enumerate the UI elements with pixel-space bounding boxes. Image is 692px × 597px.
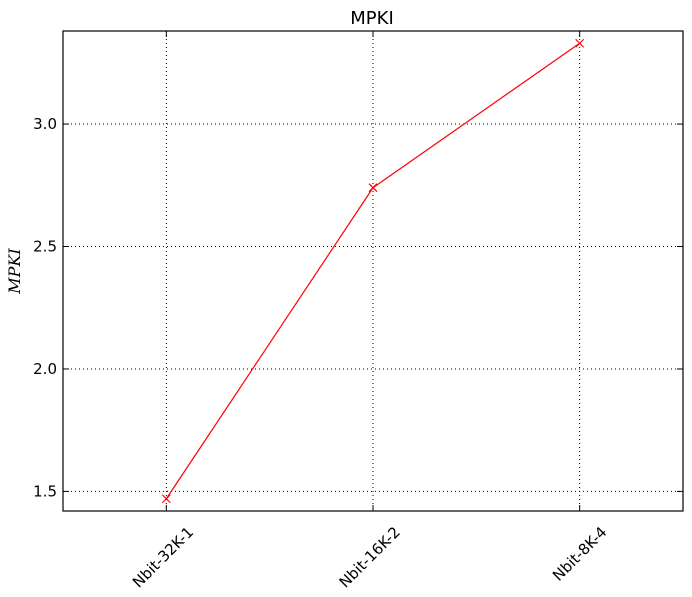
series-layer xyxy=(161,38,585,504)
data-point-marker xyxy=(161,494,171,504)
grid-layer xyxy=(63,31,683,511)
y-tick-label: 2.0 xyxy=(33,360,57,378)
tick-layer xyxy=(63,31,683,511)
x-tick-label: Nbit-8K-4 xyxy=(549,523,610,584)
chart-title: MPKI xyxy=(350,8,394,29)
y-axis-label: MPKI xyxy=(5,248,24,295)
tick-label-layer: Nbit-32K-1 Nbit-16K-2 Nbit-8K-4 1.5 2.0 2.5 3.… xyxy=(33,115,610,591)
x-tick-label: Nbit-16K-2 xyxy=(336,523,404,591)
y-tick-label: 1.5 xyxy=(33,482,57,500)
data-point-marker xyxy=(368,183,378,193)
y-tick-label: 2.5 xyxy=(33,238,57,256)
x-tick-label: Nbit-32K-1 xyxy=(129,523,197,591)
y-tick-label: 3.0 xyxy=(33,115,57,133)
data-point-marker xyxy=(575,38,585,48)
